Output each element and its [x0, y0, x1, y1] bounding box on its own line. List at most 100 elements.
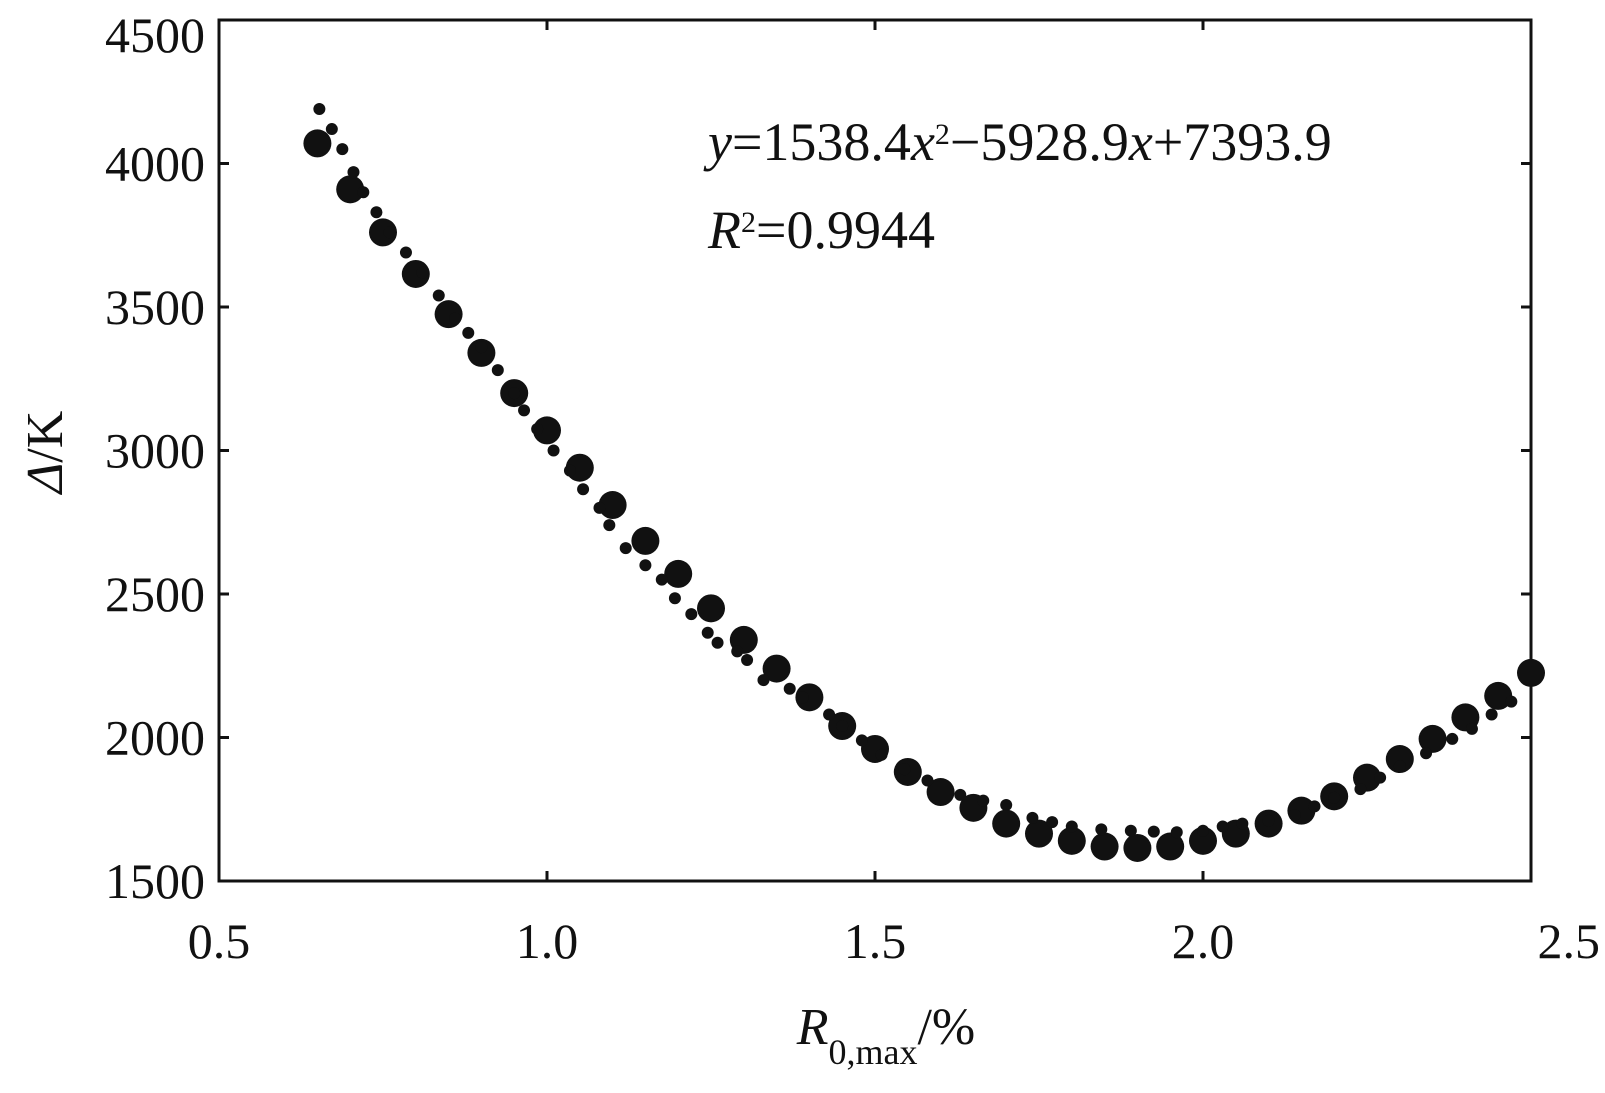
eq-part3: +7393.9 — [1153, 112, 1332, 172]
fit-r-squared: R2=0.9944 — [707, 200, 935, 260]
small-data-point — [399, 246, 412, 259]
small-data-point — [1446, 732, 1459, 745]
small-data-point — [1288, 808, 1301, 821]
small-data-point — [1046, 816, 1059, 829]
x-tick-label: 2.0 — [1172, 913, 1235, 969]
small-data-point — [1328, 791, 1341, 804]
eq-x-var: x — [910, 112, 935, 172]
small-data-point — [741, 654, 754, 667]
small-data-point — [508, 387, 521, 400]
small-data-point — [1124, 824, 1137, 837]
small-data-point — [1354, 783, 1367, 796]
large-data-point — [1418, 724, 1447, 753]
x-tick-label: 2.5 — [1538, 913, 1601, 969]
axis-ticks — [217, 18, 1533, 883]
small-data-point — [655, 573, 668, 586]
small-data-point — [668, 592, 681, 605]
large-data-point — [1189, 826, 1217, 855]
small-data-point — [347, 166, 360, 179]
r2-exponent: 2 — [741, 206, 756, 239]
small-data-point — [1147, 825, 1160, 838]
x-tick-label: 1.5 — [844, 913, 907, 969]
small-data-point — [336, 143, 349, 156]
small-data-point — [921, 774, 934, 787]
y-tick-label: 3500 — [105, 279, 205, 335]
small-data-point — [531, 422, 544, 435]
small-data-point — [875, 748, 888, 761]
small-data-point — [954, 788, 967, 801]
small-data-point — [1262, 814, 1275, 827]
x-axis-symbol: R — [796, 999, 829, 1056]
eq-exponent: 2 — [935, 118, 950, 151]
small-data-point — [593, 501, 606, 514]
small-data-point — [325, 123, 338, 136]
small-data-point — [701, 626, 714, 639]
small-data-point — [783, 682, 796, 695]
small-data-point — [1308, 800, 1321, 813]
x-axis-unit: /% — [917, 999, 975, 1056]
small-data-point — [1393, 760, 1406, 773]
eq-x-var-2: x — [1128, 112, 1153, 172]
small-data-point — [1000, 798, 1013, 811]
small-data-point — [475, 341, 488, 354]
large-data-point — [1090, 832, 1119, 861]
y-tick-label: 4500 — [105, 7, 205, 63]
small-data-point — [855, 734, 868, 747]
small-data-point — [577, 483, 590, 496]
r2-symbol: R — [707, 200, 741, 260]
small-data-point — [711, 636, 724, 649]
small-data-point — [603, 519, 616, 532]
large-data-point — [1057, 826, 1086, 855]
large-data-point — [664, 559, 693, 588]
large-data-point — [598, 491, 627, 520]
large-data-point — [369, 218, 397, 247]
large-data-point — [533, 416, 561, 445]
x-tick-labels: 0.5 1.0 1.5 2.0 2.5 — [188, 913, 1600, 969]
small-data-point — [1505, 695, 1518, 708]
large-data-point — [926, 778, 955, 807]
y-axis-symbol: Δ — [17, 463, 74, 496]
small-data-point — [1485, 708, 1498, 721]
x-axis-subscript: 0,max — [829, 1032, 918, 1072]
small-data-point — [1374, 771, 1387, 784]
y-tick-label: 2500 — [105, 566, 205, 622]
r2-value: =0.9944 — [756, 200, 935, 260]
small-data-point — [383, 226, 396, 239]
y-tick-label: 1500 — [105, 853, 205, 909]
small-data-point — [1197, 824, 1209, 837]
large-data-point — [1484, 681, 1513, 710]
small-data-point — [1465, 722, 1478, 735]
eq-part2: −5928.9 — [950, 112, 1129, 172]
small-data-point — [685, 608, 698, 621]
small-data-point — [563, 464, 576, 477]
y-tick-labels: 1500 2000 2500 3000 3500 4000 4500 — [105, 7, 205, 909]
y-tick-label: 3000 — [105, 423, 205, 479]
small-data-point — [518, 404, 531, 417]
y-axis-unit: /K — [17, 410, 74, 462]
small-data-point — [1026, 811, 1039, 824]
small-data-point — [449, 312, 462, 325]
large-data-point — [631, 526, 660, 555]
x-tick-label: 0.5 — [188, 913, 251, 969]
small-data-point — [796, 691, 809, 704]
large-data-point — [1123, 833, 1152, 862]
small-data-point — [1065, 820, 1078, 833]
small-data-point — [313, 102, 326, 115]
large-data-point — [992, 809, 1021, 838]
small-data-point — [977, 794, 990, 807]
small-data-point — [1095, 823, 1108, 836]
small-data-point — [731, 645, 744, 658]
small-data-point — [1170, 826, 1183, 839]
small-data-point — [898, 763, 911, 776]
small-data-point — [432, 289, 445, 302]
large-data-point — [303, 129, 332, 158]
small-data-point — [370, 206, 383, 219]
small-data-point — [619, 542, 632, 555]
x-axis-title: R0,max/% — [796, 999, 976, 1072]
large-data-point — [697, 594, 725, 623]
small-data-point — [491, 364, 504, 377]
large-data-point — [1156, 832, 1185, 861]
small-data-point — [357, 186, 370, 199]
small-data-point — [1420, 747, 1433, 760]
